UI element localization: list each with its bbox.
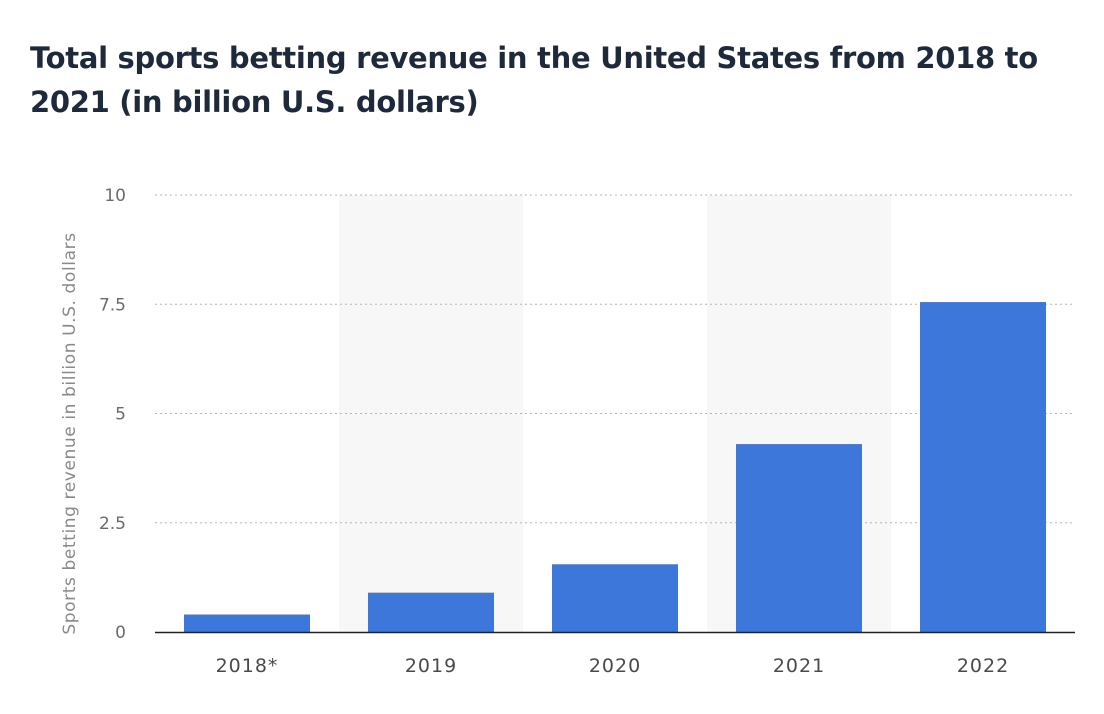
bar-2022[interactable] xyxy=(920,302,1046,632)
bar-2020[interactable] xyxy=(552,564,678,632)
y-axis-ticks: 0 2.5 5 7.5 10 xyxy=(99,186,126,643)
x-tick-label: 2019 xyxy=(405,655,457,677)
y-tick-label: 10 xyxy=(104,186,126,206)
x-tick-label: 2022 xyxy=(957,655,1009,677)
y-tick-label: 2.5 xyxy=(99,514,126,534)
y-tick-label: 0 xyxy=(115,623,126,643)
x-tick-label: 2020 xyxy=(589,655,641,677)
y-tick-label: 7.5 xyxy=(99,295,126,315)
x-tick-label: 2021 xyxy=(773,655,825,677)
bars xyxy=(184,302,1046,632)
bar-2018[interactable] xyxy=(184,614,310,632)
bar-2021[interactable] xyxy=(736,444,862,632)
y-axis-label: Sports betting revenue in billion U.S. d… xyxy=(60,232,80,634)
y-tick-label: 5 xyxy=(115,405,126,425)
x-tick-label: 2018* xyxy=(216,655,279,677)
x-axis-ticks: 2018* 2019 2020 2021 2022 xyxy=(216,655,1009,677)
chart-title: Total sports betting revenue in the Unit… xyxy=(30,41,1038,119)
bar-2019[interactable] xyxy=(368,592,494,632)
